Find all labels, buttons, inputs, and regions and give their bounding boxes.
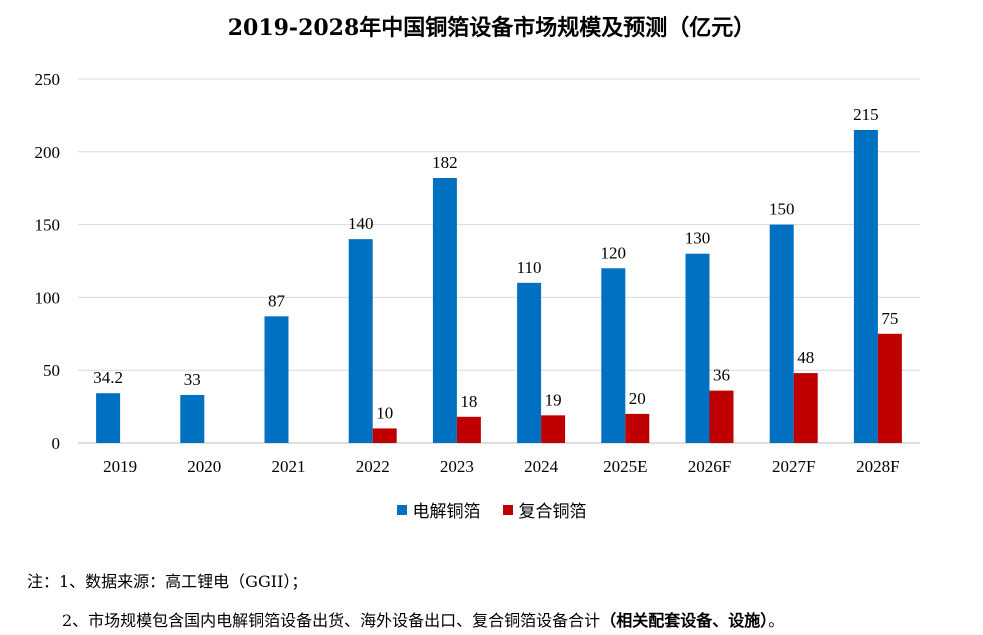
x-tick-label: 2019 — [103, 457, 137, 476]
bar-series-1 — [601, 268, 626, 443]
data-label-series-2: 48 — [797, 348, 814, 367]
bar-series-2 — [877, 333, 902, 443]
bar-series-1 — [180, 394, 205, 443]
legend-label-series-2: 复合铜箔 — [518, 502, 587, 522]
data-label-series-1: 34.2 — [93, 368, 123, 387]
data-label-series-1: 150 — [769, 200, 795, 219]
bar-series-1 — [853, 129, 878, 443]
legend-label-series-1: 电解铜箔 — [412, 502, 481, 522]
gridlines — [78, 78, 920, 444]
data-label-series-1: 33 — [184, 370, 201, 389]
note-scope-main: 2、市场规模包含国内电解铜箔设备出货、海外设备出口、复合铜箔设备合计 — [62, 611, 601, 630]
x-tick-label: 2026F — [688, 457, 731, 476]
data-label-series-2: 10 — [376, 403, 393, 422]
bar-series-2 — [625, 413, 650, 443]
bar-series-1 — [264, 316, 289, 443]
data-label-series-1: 110 — [517, 258, 542, 277]
y-tick-label: 200 — [35, 143, 61, 162]
data-label-series-1: 120 — [601, 243, 627, 262]
y-axis-ticks: 0 50 100 150 200 250 — [35, 70, 61, 453]
data-label-series-1: 215 — [853, 105, 879, 124]
y-tick-label: 0 — [52, 434, 61, 453]
note-scope: 2、市场规模包含国内电解铜箔设备出货、海外设备出口、复合铜箔设备合计（相关配套设… — [62, 607, 784, 631]
x-tick-label: 2020 — [187, 457, 221, 476]
bar-series-2 — [372, 428, 397, 443]
data-label-series-2: 36 — [713, 366, 730, 385]
note-source: 注：1、数据来源：高工锂电（GGII）； — [27, 572, 308, 591]
data-label-series-1: 182 — [432, 153, 458, 172]
x-tick-label: 2021 — [272, 457, 306, 476]
bars: 34.2 33 87 140 10 182 18 110 19 120 20 130 36 150 48 21… — [93, 105, 902, 443]
y-tick-label: 50 — [43, 361, 60, 380]
legend-swatch-series-2 — [502, 504, 513, 515]
bar-series-2 — [709, 390, 734, 443]
legend: 电解铜箔 复合铜箔 — [0, 497, 983, 522]
x-tick-label: 2028F — [856, 457, 899, 476]
x-tick-label: 2023 — [440, 457, 474, 476]
data-label-series-2: 75 — [881, 309, 898, 328]
legend-swatch-series-1 — [396, 504, 407, 515]
note-scope-bold: （相关配套设备、设施） — [600, 611, 769, 630]
data-label-series-1: 130 — [685, 229, 711, 248]
x-tick-label: 2025E — [603, 457, 647, 476]
x-tick-label: 2024 — [524, 457, 559, 476]
data-label-series-2: 20 — [629, 389, 646, 408]
note-scope-end: 。 — [768, 611, 785, 630]
y-tick-label: 100 — [35, 288, 61, 307]
data-label-series-1: 87 — [268, 291, 286, 310]
data-label-series-2: 18 — [460, 392, 477, 411]
bar-series-1 — [685, 253, 710, 443]
legend-item-series-2: 复合铜箔 — [502, 497, 587, 522]
data-label-series-1: 140 — [348, 214, 374, 233]
x-tick-label: 2022 — [356, 457, 390, 476]
bar-series-2 — [793, 373, 818, 443]
y-tick-label: 250 — [35, 70, 61, 89]
bar-series-1 — [517, 282, 542, 443]
chart-title: 2019-2028年中国铜箔设备市场规模及预测（亿元） — [227, 15, 756, 41]
bar-series-1 — [96, 393, 121, 443]
legend-item-series-1: 电解铜箔 — [396, 497, 481, 522]
bar-series-1 — [348, 239, 373, 443]
x-tick-label: 2027F — [772, 457, 815, 476]
bar-series-2 — [541, 415, 566, 443]
data-label-series-2: 19 — [545, 390, 562, 409]
bar-series-1 — [432, 178, 457, 443]
x-axis-ticks: 2019 2020 2021 2022 2023 2024 2025E 2026F 2027F 2… — [103, 457, 900, 476]
bar-series-1 — [769, 224, 794, 443]
bar-series-2 — [456, 416, 481, 443]
y-tick-label: 150 — [35, 216, 61, 235]
